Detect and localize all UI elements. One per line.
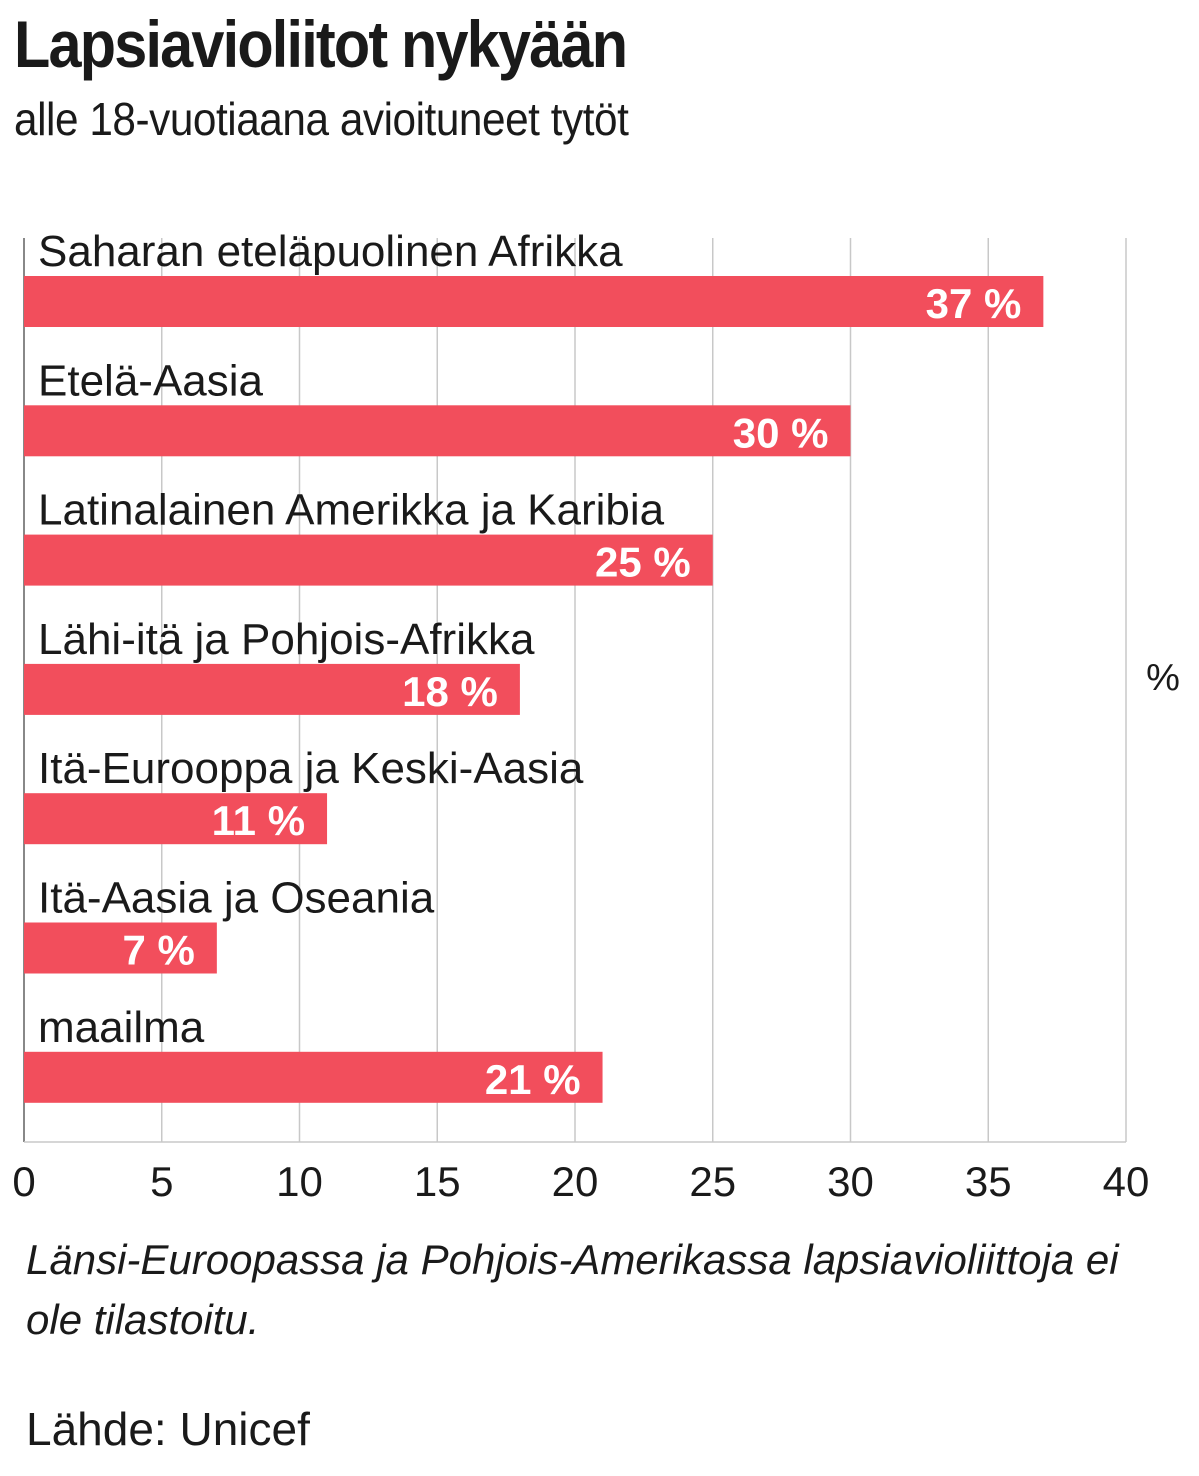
footnote: Länsi-Euroopassa ja Pohjois-Amerikassa l… xyxy=(26,1236,1119,1343)
data-label: 37 % xyxy=(926,280,1022,327)
x-tick-label: 0 xyxy=(12,1158,35,1205)
category-label: Etelä-Aasia xyxy=(38,356,264,405)
category-label: Itä-Eurooppa ja Keski-Aasia xyxy=(38,744,584,793)
x-tick-label: 40 xyxy=(1103,1158,1150,1205)
x-tick-label: 30 xyxy=(827,1158,874,1205)
x-tick-label: 5 xyxy=(150,1158,173,1205)
bar xyxy=(24,1051,603,1103)
bar xyxy=(24,922,217,974)
bar-chart: Saharan eteläpuolinen Afrikka 37 % Etelä-A… xyxy=(12,227,1180,1205)
bar xyxy=(24,793,328,845)
x-axis-unit-label: % xyxy=(1146,657,1180,699)
bar xyxy=(24,663,520,715)
bar xyxy=(24,534,713,586)
x-tick-label: 20 xyxy=(552,1158,599,1205)
category-label: Latinalainen Amerikka ja Karibia xyxy=(38,486,665,535)
x-tick-label: 35 xyxy=(965,1158,1012,1205)
category-label: Itä-Aasia ja Oseania xyxy=(38,874,435,923)
data-label: 7 % xyxy=(122,927,194,974)
bar xyxy=(24,405,851,457)
data-label: 11 % xyxy=(212,797,305,844)
x-tick-label: 25 xyxy=(689,1158,736,1205)
bar xyxy=(24,276,1044,327)
x-tick-label: 15 xyxy=(414,1158,461,1205)
chart-title: Lapsiavioliitot nykyään xyxy=(14,7,628,81)
gridlines xyxy=(23,238,1127,1143)
x-tick-label: 10 xyxy=(276,1158,323,1205)
chart-subtitle: alle 18-vuotiaana avioituneet tytöt xyxy=(14,93,629,145)
source-label: Lähde: Unicef xyxy=(26,1403,310,1455)
bars xyxy=(24,276,1044,1103)
data-label: 18 % xyxy=(402,668,498,715)
data-label: 25 % xyxy=(595,539,691,586)
data-label: 21 % xyxy=(485,1056,581,1103)
category-label: Lähi-itä ja Pohjois-Afrikka xyxy=(38,615,535,664)
category-label: Saharan eteläpuolinen Afrikka xyxy=(38,227,623,276)
data-label: 30 % xyxy=(733,409,829,456)
category-label: maailma xyxy=(38,1003,205,1052)
labels: Saharan eteläpuolinen Afrikka 37 % Etelä-A… xyxy=(38,227,1021,1103)
x-axis-ticks: 0 5 10 15 20 25 30 35 40 xyxy=(12,1158,1149,1205)
